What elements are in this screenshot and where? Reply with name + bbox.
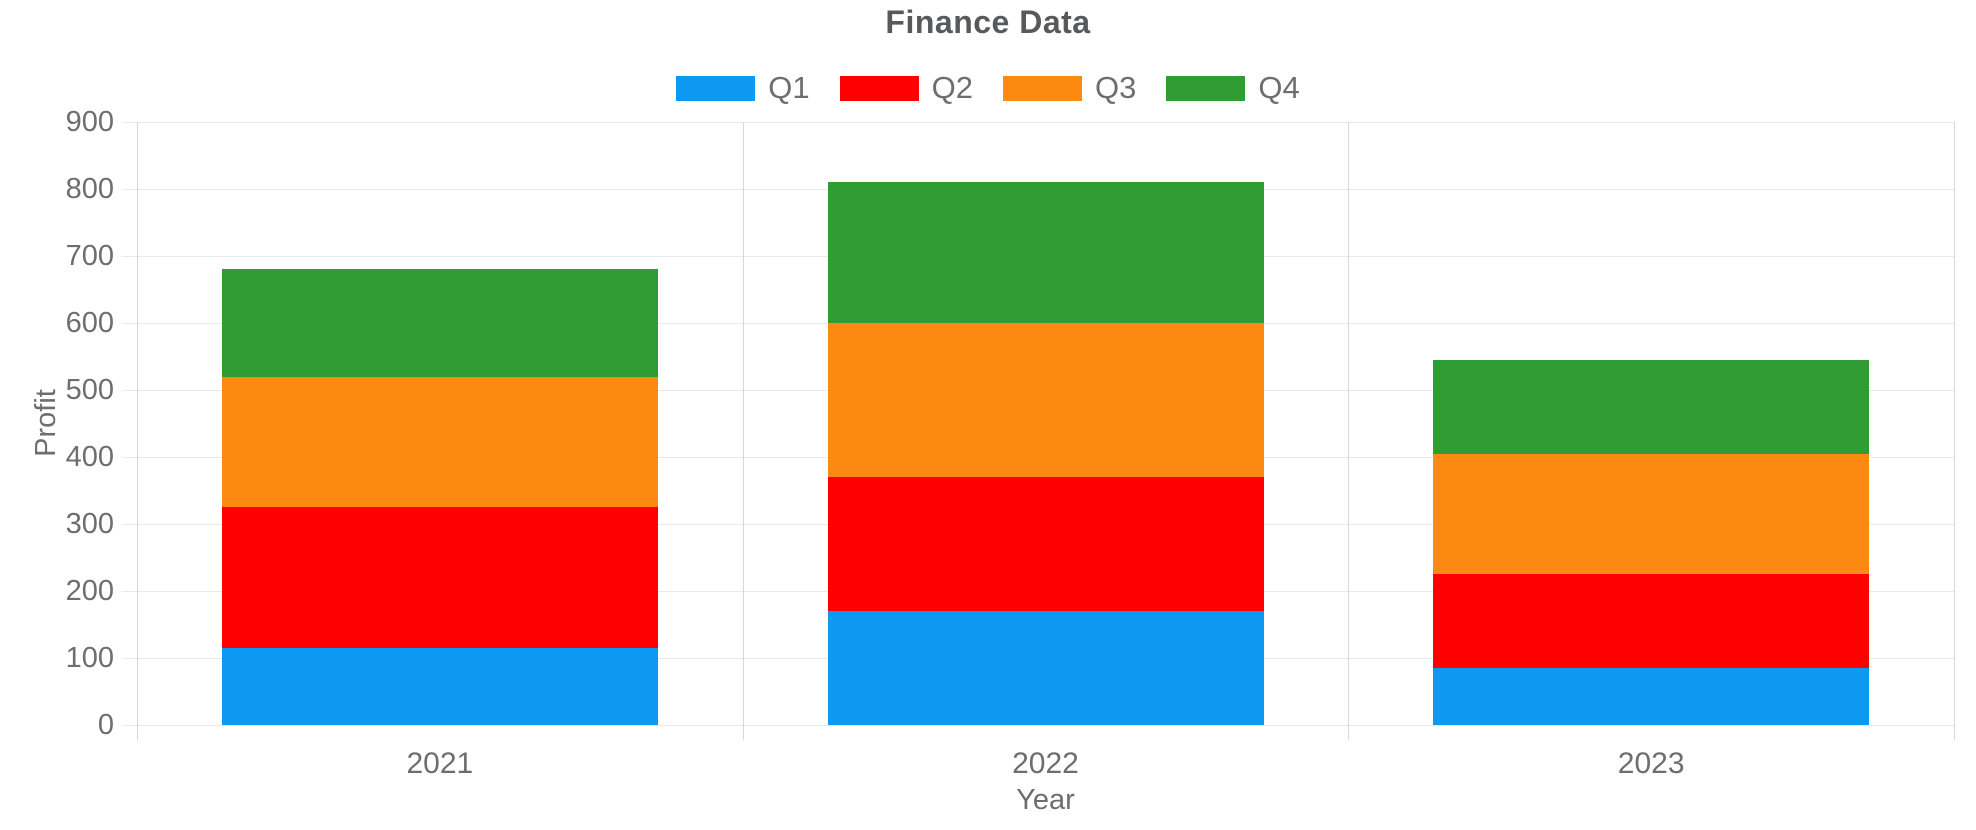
- bar-2021-q3[interactable]: [221, 376, 658, 508]
- y-tick-label: 600: [65, 307, 114, 339]
- x-tick-label: 2021: [406, 747, 474, 780]
- bar-2022-q3[interactable]: [827, 323, 1264, 478]
- bar-2022-q1[interactable]: [827, 611, 1264, 725]
- legend-item-q4[interactable]: Q4: [1166, 70, 1300, 106]
- category-separator-line: [1348, 122, 1350, 740]
- bar-2023-q4[interactable]: [1433, 359, 1870, 454]
- y-tick-label: 900: [65, 106, 114, 138]
- bar-2023-q2[interactable]: [1433, 574, 1870, 669]
- bar-2021-q2[interactable]: [221, 507, 658, 648]
- legend: Q1 Q2 Q3 Q4: [0, 68, 1976, 108]
- y-tick-label: 800: [65, 173, 114, 205]
- y-tick-label: 400: [65, 441, 114, 473]
- y-gridline: [122, 122, 1954, 123]
- legend-item-q1[interactable]: Q1: [676, 70, 810, 106]
- x-axis-title: Year: [1016, 784, 1075, 816]
- y-tick-label: 500: [65, 374, 114, 406]
- category-separator-line: [1954, 122, 1955, 740]
- legend-label: Q2: [931, 70, 973, 105]
- legend-item-q2[interactable]: Q2: [839, 70, 973, 106]
- bar-2022-q2[interactable]: [827, 477, 1264, 612]
- y-axis-title: Profit: [30, 389, 62, 457]
- bar-2023-q3[interactable]: [1433, 453, 1870, 575]
- legend-swatch-q4: [1166, 75, 1246, 101]
- y-tick-label: 100: [65, 642, 114, 674]
- x-tick-label: 2022: [1012, 747, 1079, 780]
- y-gridline: [122, 725, 1954, 726]
- bar-2022-q4[interactable]: [827, 182, 1264, 323]
- y-tick-label: 200: [65, 575, 114, 607]
- y-tick-label: 300: [65, 508, 114, 540]
- legend-label: Q4: [1258, 70, 1300, 105]
- legend-swatch-q2: [839, 75, 919, 101]
- bar-2023-q1[interactable]: [1433, 668, 1870, 725]
- y-axis-line: [137, 122, 138, 740]
- y-tick-label: 700: [65, 240, 114, 272]
- x-tick-label: 2023: [1617, 747, 1685, 780]
- legend-swatch-q1: [676, 75, 756, 101]
- legend-swatch-q3: [1003, 75, 1082, 101]
- legend-label: Q3: [1095, 70, 1137, 105]
- chart-title: Finance Data: [885, 4, 1091, 40]
- legend-item-q3[interactable]: Q3: [1003, 70, 1136, 106]
- y-tick-label: 0: [97, 709, 114, 741]
- category-separator-line: [742, 122, 744, 740]
- bar-2021-q4[interactable]: [221, 269, 658, 377]
- bar-2021-q1[interactable]: [221, 647, 658, 725]
- legend-label: Q1: [768, 70, 810, 105]
